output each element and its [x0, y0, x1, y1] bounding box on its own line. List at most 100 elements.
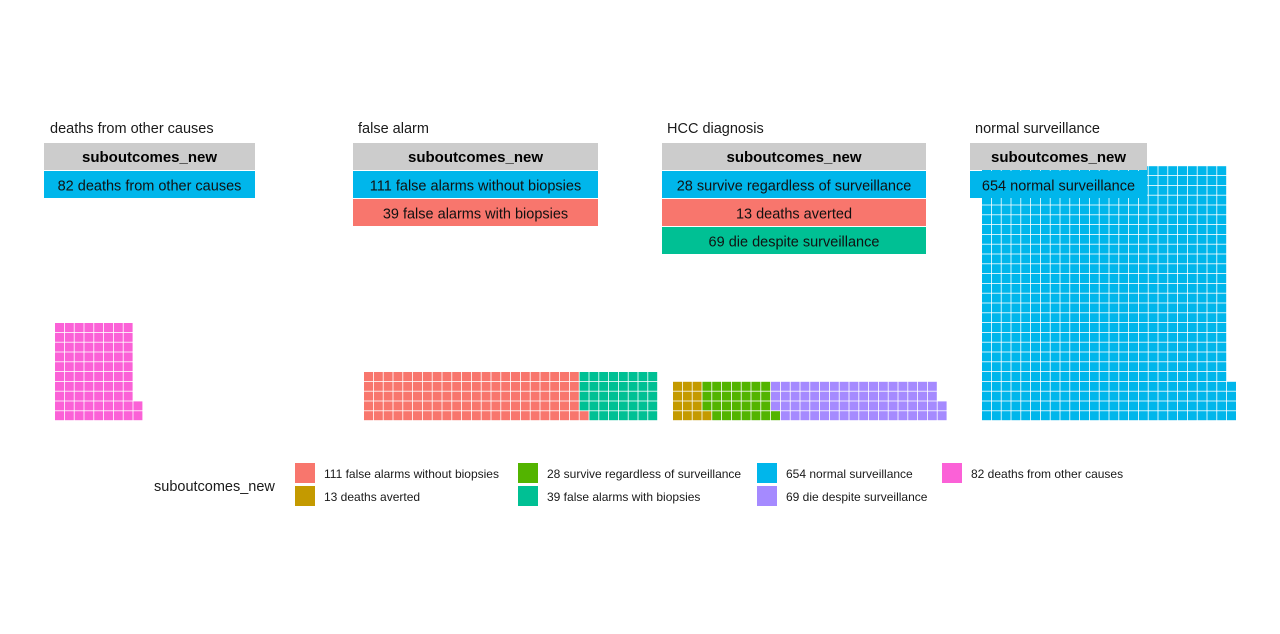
waffle-cell	[55, 342, 64, 352]
waffle-cell	[393, 411, 403, 421]
waffle-cell	[1050, 401, 1060, 411]
waffle-cell	[1080, 244, 1089, 254]
waffle-cell	[1138, 264, 1148, 274]
waffle-cell	[1001, 225, 1011, 234]
waffle-cell	[1070, 332, 1080, 342]
waffle-cell	[422, 411, 432, 421]
waffle-cell	[1099, 274, 1109, 283]
waffle-cell	[1148, 234, 1158, 244]
waffle-cell	[1207, 332, 1217, 342]
waffle-cell	[1109, 166, 1119, 176]
waffle-cell	[1099, 283, 1109, 293]
waffle-cell	[1138, 254, 1148, 264]
waffle-cell	[94, 323, 104, 332]
waffle-cell	[540, 411, 550, 421]
waffle-cell	[84, 342, 94, 352]
waffle-cell	[1129, 391, 1138, 401]
waffle-cell	[1227, 411, 1236, 421]
waffle-cell	[1001, 244, 1011, 254]
waffle-cell	[113, 362, 123, 372]
waffle-cell	[64, 352, 74, 362]
waffle-cell	[1099, 313, 1109, 323]
waffle-cell	[638, 401, 648, 411]
waffle-cell	[1207, 401, 1217, 411]
waffle-cell	[1148, 254, 1158, 264]
waffle-cell	[982, 166, 991, 176]
waffle-cell	[1040, 342, 1050, 352]
waffle-cell	[800, 401, 810, 411]
waffle-cell	[1158, 195, 1168, 205]
waffle-cell	[1060, 323, 1070, 332]
waffle-cell	[1070, 215, 1080, 225]
waffle-cell	[94, 381, 104, 391]
waffle-cell	[550, 381, 560, 391]
waffle-cell	[1148, 166, 1158, 176]
waffle-cell	[1158, 283, 1168, 293]
waffle-cell	[878, 391, 888, 401]
waffle-cell	[481, 381, 491, 391]
waffle-cell	[413, 391, 422, 401]
waffle-cell	[64, 381, 74, 391]
waffle-cell	[751, 381, 761, 391]
waffle-cell	[1040, 215, 1050, 225]
waffle-cell	[1217, 342, 1227, 352]
waffle-cell	[1001, 391, 1011, 401]
waffle-cell	[991, 342, 1001, 352]
waffle-cell	[64, 332, 74, 342]
legend-label: 28 survive regardless of surveillance	[547, 467, 741, 481]
waffle-cell	[1089, 381, 1099, 391]
waffle-cell	[1119, 205, 1129, 215]
waffle-cell	[1158, 352, 1168, 362]
waffle-cell	[84, 362, 94, 372]
waffle-cell	[1227, 401, 1236, 411]
waffle-cell	[618, 391, 628, 401]
waffle-cell	[1148, 215, 1158, 225]
waffle-cell	[1060, 234, 1070, 244]
waffle-cell	[1158, 234, 1168, 244]
waffle-cell	[1031, 264, 1040, 274]
waffle-cell	[491, 401, 501, 411]
table-row-bg	[353, 199, 598, 226]
waffle-cell	[383, 401, 393, 411]
waffle-cell	[1109, 215, 1119, 225]
waffle-cell	[1119, 391, 1129, 401]
waffle-cell	[1099, 254, 1109, 264]
waffle-cell	[1001, 234, 1011, 244]
waffle-cell	[413, 381, 422, 391]
waffle-cell	[991, 234, 1001, 244]
waffle-cell	[1197, 293, 1207, 303]
waffle-cell	[1119, 254, 1129, 264]
waffle-cell	[712, 381, 722, 391]
waffle-cell	[1217, 254, 1227, 264]
waffle-cell	[927, 401, 937, 411]
waffle-cell	[918, 411, 927, 421]
waffle-cell	[1021, 332, 1031, 342]
waffle-cell	[1021, 274, 1031, 283]
table-row-label: 82 deaths from other causes	[58, 179, 242, 195]
waffle-cell	[364, 381, 373, 391]
waffle-cell	[1148, 342, 1158, 352]
waffle-cell	[104, 372, 113, 381]
waffle-cell	[1187, 401, 1197, 411]
waffle-cell	[1207, 342, 1217, 352]
waffle-cell	[1119, 195, 1129, 205]
waffle-cell	[1217, 411, 1227, 421]
waffle-cell	[1138, 381, 1148, 391]
waffle-cell	[1099, 391, 1109, 401]
waffle-cell	[1089, 362, 1099, 372]
waffle-cell	[1158, 176, 1168, 185]
waffle-cell	[403, 381, 413, 391]
waffle-cell	[1070, 293, 1080, 303]
waffle-cell	[1060, 166, 1070, 176]
waffle-cell	[982, 234, 991, 244]
waffle-cell	[1119, 411, 1129, 421]
waffle-cell	[1070, 195, 1080, 205]
waffle-cell	[1109, 372, 1119, 381]
waffle-cell	[1138, 274, 1148, 283]
waffle-cell	[1207, 185, 1217, 195]
waffle-cell	[1011, 332, 1021, 342]
waffle-cell	[1089, 244, 1099, 254]
waffle-cell	[1109, 303, 1119, 313]
waffle-cell	[1129, 254, 1138, 264]
